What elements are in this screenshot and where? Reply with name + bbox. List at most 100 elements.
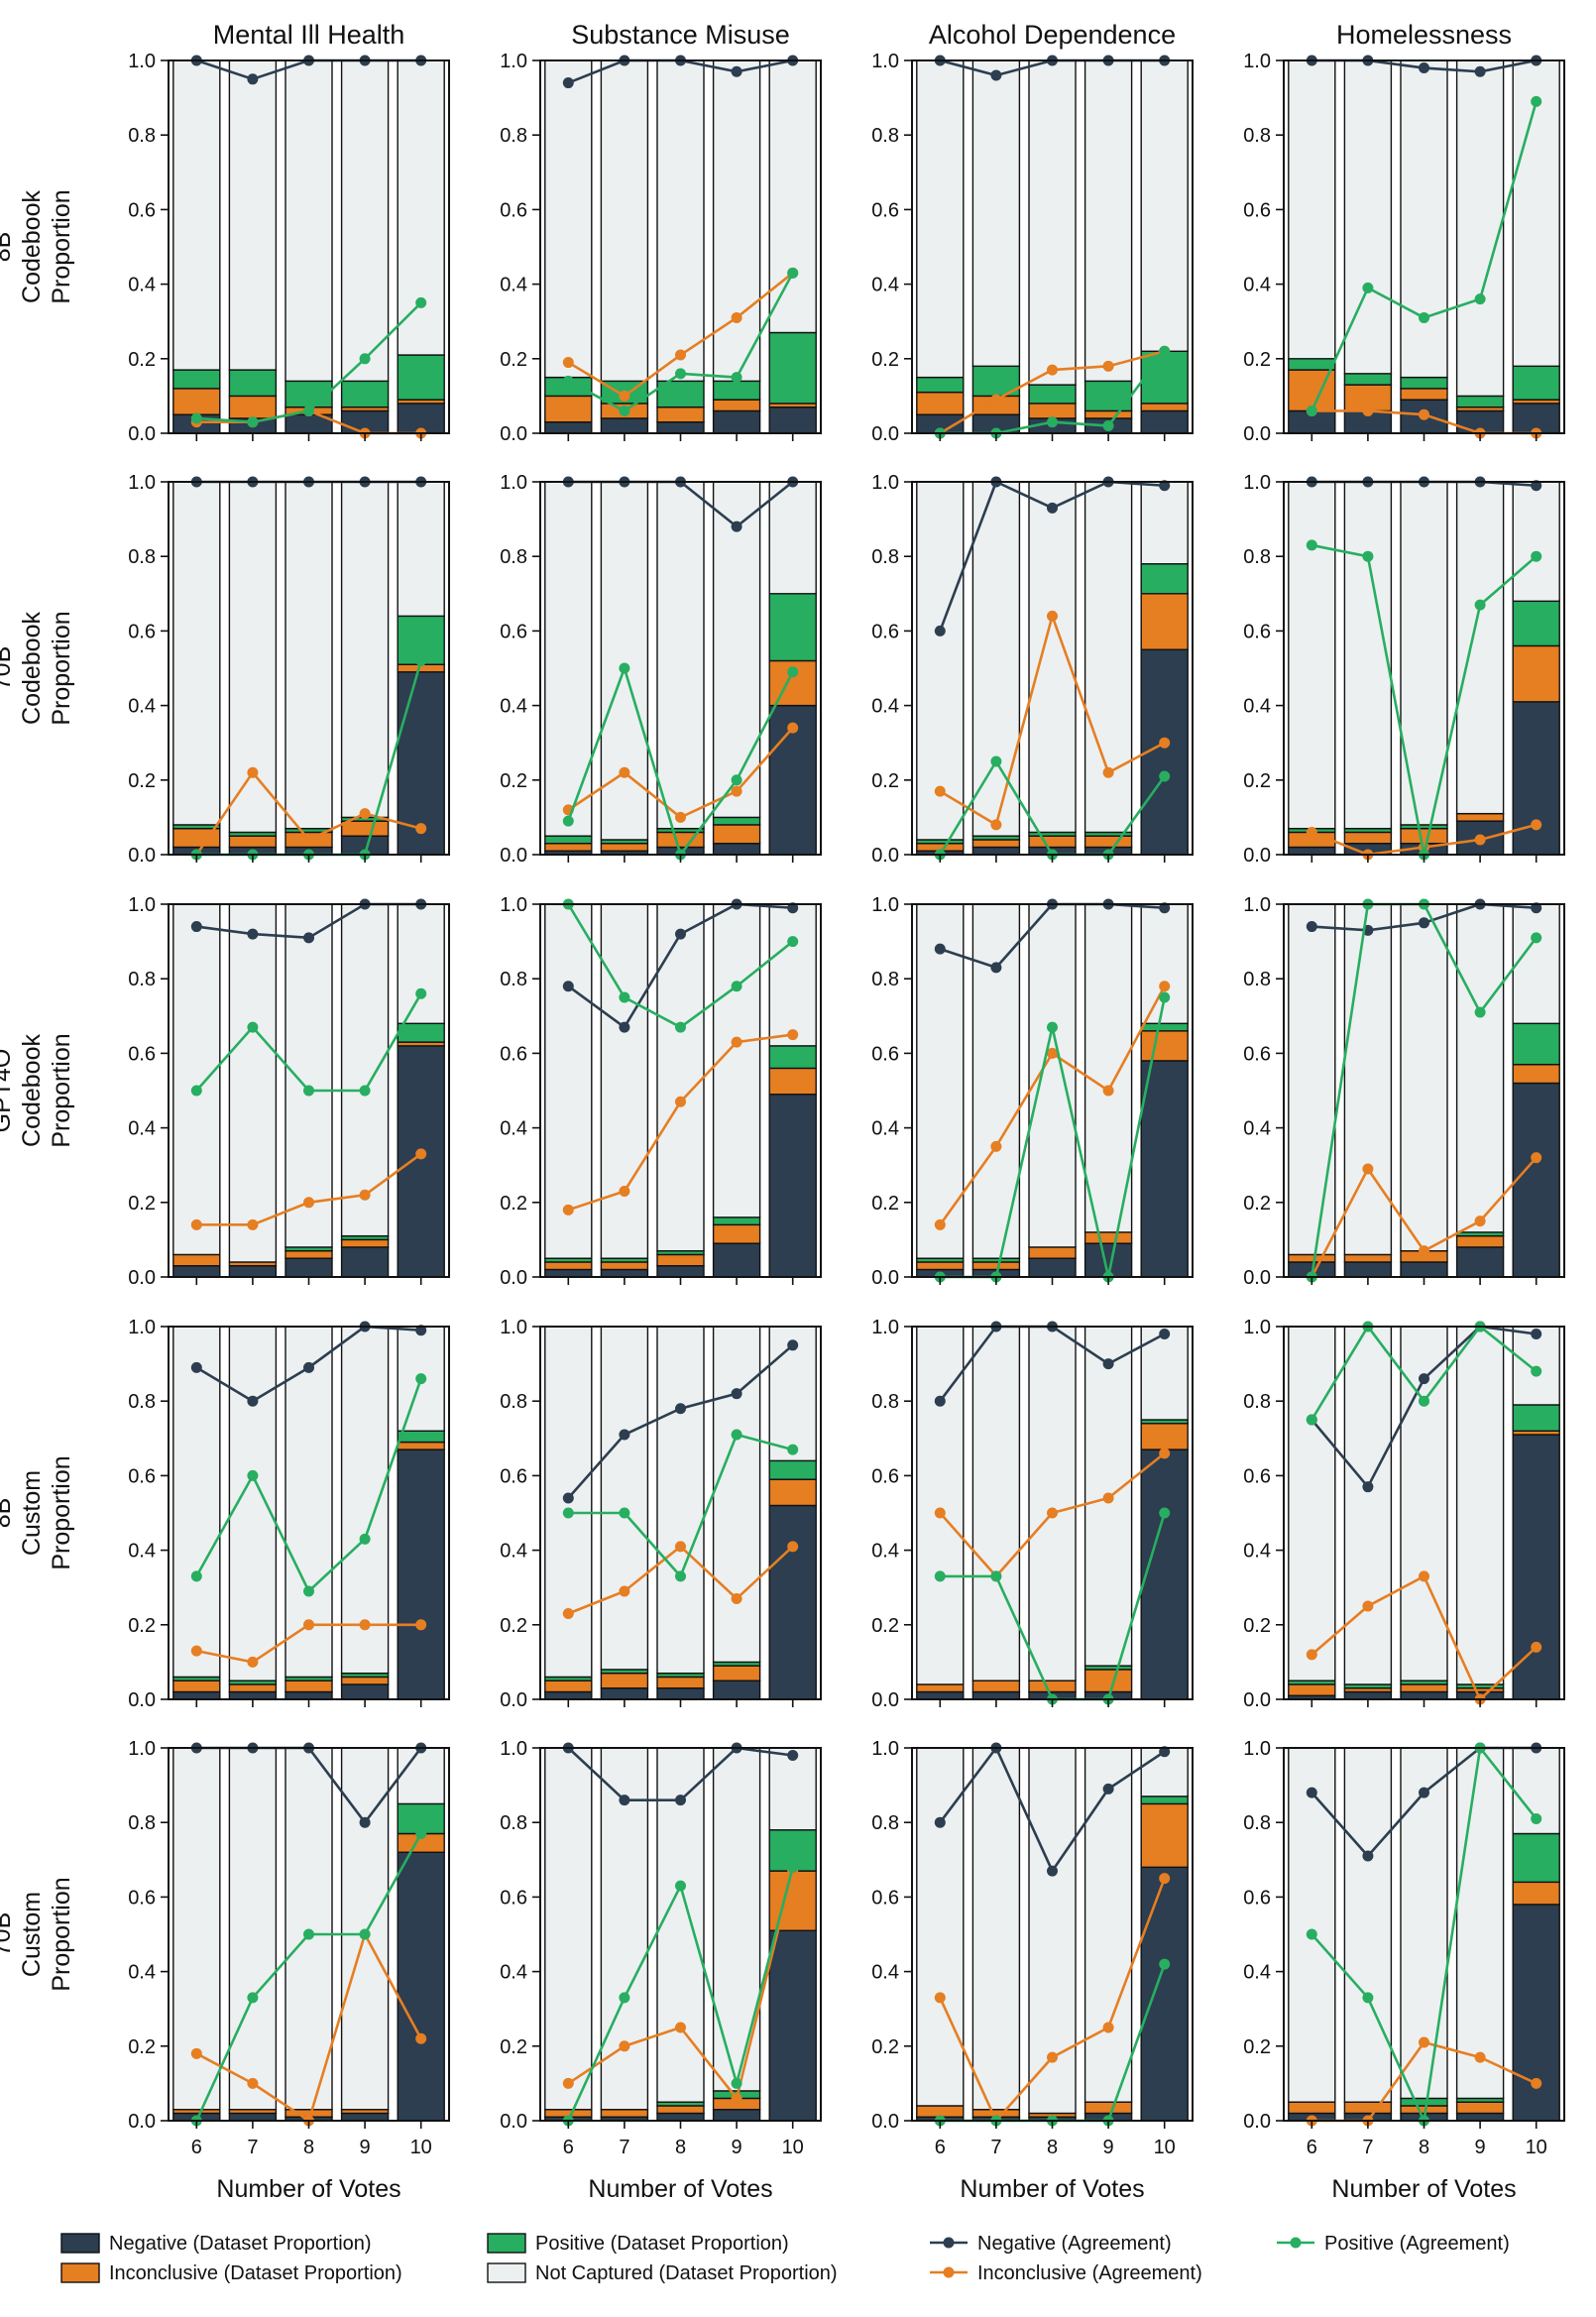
point-positive-agreement [1159,1958,1171,1970]
bar-inconclusive [600,843,649,852]
bar-not-captured [1400,59,1448,379]
point-inconclusive-agreement [1159,1448,1171,1459]
point-inconclusive-agreement [1306,826,1317,838]
bar-inconclusive [228,835,278,849]
bar-inconclusive [397,1441,445,1450]
point-positive-agreement [303,1085,314,1097]
point-positive-agreement [1159,345,1171,357]
bar-positive [1028,384,1077,405]
bar-not-captured [172,481,221,826]
bar-inconclusive [916,1261,965,1271]
bar-not-captured [228,903,278,1263]
point-negative-agreement [1047,1865,1058,1877]
y-tick-label: 0.8 [871,1812,899,1834]
panel: 0.0 0.2 0.4 0.6 0.8 1.0 [500,1317,822,1711]
bar-not-captured [1028,903,1077,1248]
panel: 0.0 0.2 0.4 0.6 0.8 1.0 [1243,1317,1565,1711]
point-negative-agreement [787,1339,799,1351]
bar-inconclusive [768,1478,817,1507]
point-positive-agreement [675,1570,686,1582]
y-tick-label: 1.0 [871,894,899,916]
y-tick-label: 0.6 [1243,1887,1271,1909]
point-inconclusive-agreement [415,823,427,835]
row-label-line: 8B [0,232,16,263]
bar-not-captured [1028,59,1077,386]
y-tick-label: 0.0 [128,2111,156,2133]
legend-marker [1290,2237,1302,2249]
bar-inconclusive [228,395,278,419]
bar-not-captured [172,59,221,371]
point-inconclusive-agreement [1047,364,1058,376]
bar-inconclusive [916,391,965,415]
point-negative-agreement [415,1325,427,1336]
bar-inconclusive [712,1223,761,1244]
point-inconclusive-agreement [190,1645,202,1657]
point-positive-agreement [731,1429,742,1441]
y-tick-label: 0.8 [1243,1812,1271,1834]
point-inconclusive-agreement [1047,2051,1058,2063]
bar-positive [1400,2097,1448,2107]
point-positive-agreement [787,936,799,948]
bar-not-captured [1512,481,1560,603]
bar-negative [1455,2112,1505,2122]
point-inconclusive-agreement [1531,819,1542,831]
bar-not-captured [712,1747,761,2092]
y-tick-label: 0.0 [1243,1689,1271,1711]
point-inconclusive-agreement [675,349,686,361]
bar-inconclusive [1512,1881,1560,1906]
point-inconclusive-agreement [1362,1600,1374,1612]
bar-inconclusive [1343,1253,1393,1263]
point-inconclusive-agreement [1159,737,1171,749]
point-negative-agreement [562,981,574,992]
point-negative-agreement [1306,1787,1317,1798]
bar-not-captured [1140,1326,1189,1421]
point-negative-agreement [1159,480,1171,492]
y-tick-label: 0.0 [871,1689,899,1711]
legend-label: Negative (Dataset Proportion) [109,2233,372,2255]
point-positive-agreement [787,666,799,678]
point-negative-agreement [1419,62,1429,74]
point-inconclusive-agreement [1531,2077,1542,2089]
x-tick-label: 10 [782,2137,804,2158]
y-tick-label: 1.0 [871,1738,899,1760]
legend-swatch [487,2262,526,2283]
bar-not-captured [1140,59,1189,352]
bar-inconclusive [1028,1246,1077,1259]
row-label: GPT4O Codebook Proportion [0,1033,75,1147]
bar-negative [971,846,1021,856]
bar-not-captured [1400,1326,1448,1681]
column-title: Mental Ill Health [213,20,405,50]
bar-not-captured [340,481,390,819]
bar-inconclusive [544,1680,593,1693]
point-positive-agreement [1474,293,1486,305]
point-negative-agreement [359,1816,371,1828]
bar-inconclusive [340,820,390,837]
point-negative-agreement [1474,65,1486,77]
y-tick-label: 0.2 [500,2036,527,2058]
bar-inconclusive [172,1680,221,1693]
bar-not-captured [768,481,817,595]
point-negative-agreement [1159,1746,1171,1758]
point-inconclusive-agreement [359,808,371,820]
bar-negative [600,1687,649,1700]
y-tick-label: 0.2 [128,770,156,792]
point-negative-agreement [247,928,259,940]
bar-positive [1400,376,1448,390]
point-inconclusive-agreement [562,1608,574,1620]
point-positive-agreement [990,1570,1002,1582]
bar-negative [712,1242,761,1278]
panel: 0.0 0.2 0.4 0.6 0.8 1.0 [128,472,450,867]
bar-not-captured [1288,481,1336,830]
row-label-line: Proportion [48,1877,75,1991]
bar-inconclusive [768,1067,817,1096]
row-label-line: Proportion [48,611,75,725]
bar-negative [768,1929,817,2122]
bar-inconclusive [656,1253,705,1267]
legend-swatch [60,2262,100,2283]
bar-negative [768,1504,817,1700]
point-inconclusive-agreement [303,1619,314,1631]
bar-not-captured [1028,481,1077,834]
point-inconclusive-agreement [415,1619,427,1631]
bar-not-captured [712,59,761,383]
point-negative-agreement [619,1021,630,1033]
